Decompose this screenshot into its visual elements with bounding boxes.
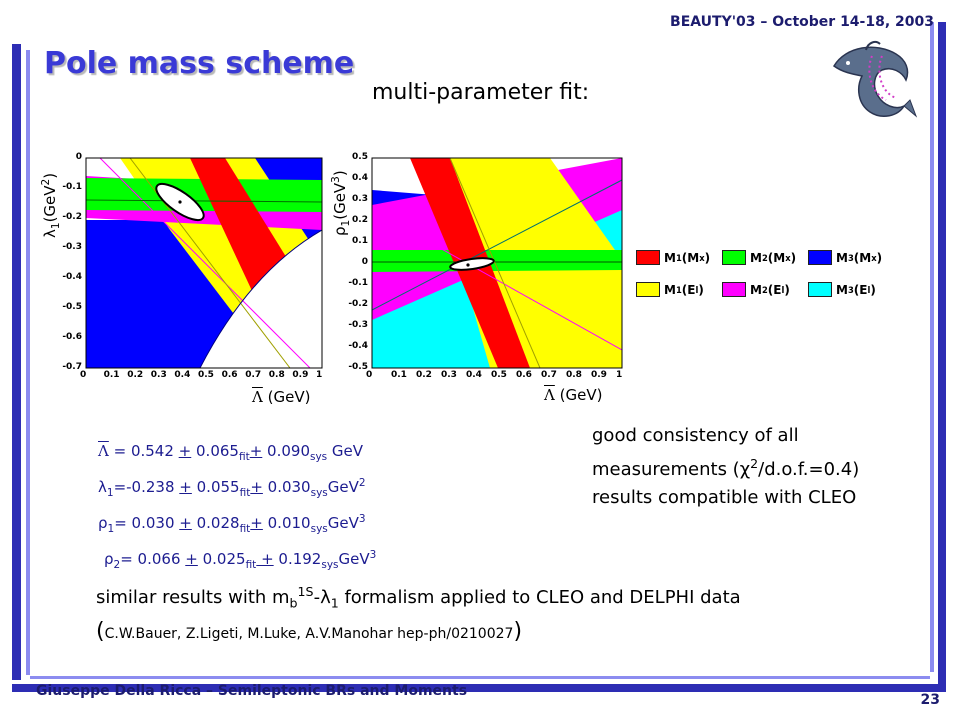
result-lambda-bar: Λ = 0.542 + 0.065fit+ 0.090sys GeV bbox=[98, 442, 364, 463]
rho1-vs-lambda-plot bbox=[371, 157, 623, 369]
dolphin-logo-icon bbox=[833, 41, 918, 118]
tick-label: -0.5 bbox=[62, 302, 82, 312]
fit-results: Λ = 0.542 + 0.065fit+ 0.090sys GeV λ1=-0… bbox=[98, 434, 376, 578]
tick-label: 0.1 bbox=[352, 236, 368, 246]
consistency-line-1: good consistency of all bbox=[592, 425, 799, 446]
tick-label: -0.4 bbox=[62, 272, 82, 282]
tick-label: -0.2 bbox=[62, 212, 82, 222]
plot2-y-label: ρ1(GeV3) bbox=[330, 170, 352, 236]
legend-swatch bbox=[808, 282, 832, 297]
tick-label: 0.9 bbox=[292, 370, 309, 380]
tick-label: 0.2 bbox=[352, 215, 368, 225]
tick-label: 0.6 bbox=[221, 370, 238, 380]
tick-label: 0 bbox=[80, 370, 87, 380]
tick-label: 1 bbox=[616, 370, 623, 380]
subtitle: multi-parameter fit: bbox=[372, 80, 590, 105]
tick-label: -0.6 bbox=[62, 332, 82, 342]
tick-label: -0.7 bbox=[62, 362, 82, 372]
legend-swatch bbox=[636, 250, 660, 265]
tick-label: 0.4 bbox=[466, 370, 482, 380]
tick-label: 0.8 bbox=[268, 370, 285, 380]
similar-line-1: similar results with mb1S-λ1 formalism a… bbox=[96, 584, 741, 611]
tick-label: 0.2 bbox=[416, 370, 432, 380]
tick-label: 0.1 bbox=[103, 370, 120, 380]
tick-label: 0 bbox=[366, 370, 373, 380]
result-lambda1: λ1=-0.238 + 0.055fit+ 0.030sysGeV2 bbox=[98, 477, 366, 499]
plot1-y-label: λ1(GeV2) bbox=[40, 172, 62, 238]
legend-item: M 3 (E l) bbox=[808, 282, 876, 297]
plot1-x-label: Λ (GeV) bbox=[252, 388, 311, 406]
right-frame-line bbox=[930, 22, 934, 672]
legend-item: M 3 (M x) bbox=[808, 250, 882, 265]
similar-results-text: similar results with mb1S-λ1 formalism a… bbox=[96, 578, 741, 648]
tick-label: 1 bbox=[316, 370, 323, 380]
tick-label: -0.3 bbox=[62, 242, 82, 252]
left-frame-bar bbox=[12, 44, 21, 680]
legend-item: M 1 (M x) bbox=[636, 250, 710, 265]
legend-item: M 2 (E l) bbox=[722, 282, 790, 297]
tick-label: 0.5 bbox=[352, 152, 368, 162]
tick-label: 0.7 bbox=[541, 370, 557, 380]
legend-swatch bbox=[722, 250, 746, 265]
tick-label: -0.2 bbox=[348, 299, 368, 309]
tick-label: -0.1 bbox=[348, 278, 368, 288]
tick-label: -0.1 bbox=[62, 182, 82, 192]
tick-label: 0.4 bbox=[352, 173, 368, 183]
tick-label: 0.1 bbox=[391, 370, 407, 380]
conference-header: BEAUTY'03 – October 14-18, 2003 bbox=[670, 14, 934, 30]
page-number: 23 bbox=[920, 692, 940, 708]
tick-label: 0.3 bbox=[441, 370, 457, 380]
result-rho2: ρ2= 0.066 + 0.025fit + 0.192sysGeV3 bbox=[104, 549, 377, 571]
legend-swatch bbox=[808, 250, 832, 265]
tick-label: -0.3 bbox=[348, 320, 368, 330]
tick-label: 0.4 bbox=[174, 370, 191, 380]
tick-label: 0 bbox=[361, 257, 368, 267]
tick-label: -0.5 bbox=[348, 362, 368, 372]
legend-swatch bbox=[722, 282, 746, 297]
consistency-text: good consistency of all measurements (χ2… bbox=[592, 422, 859, 512]
plot2-x-label: Λ (GeV) bbox=[544, 386, 603, 404]
tick-label: 0.8 bbox=[566, 370, 582, 380]
consistency-line-3: results compatible with CLEO bbox=[592, 487, 857, 508]
tick-label: 0 bbox=[75, 152, 82, 162]
reference-line: (C.W.Bauer, Z.Ligeti, M.Luke, A.V.Manoha… bbox=[96, 618, 523, 644]
tick-label: 0.2 bbox=[127, 370, 144, 380]
tick-label: 0.6 bbox=[516, 370, 532, 380]
tick-label: 0.5 bbox=[491, 370, 507, 380]
lambda1-vs-lambda-plot bbox=[85, 157, 323, 369]
tick-label: -0.4 bbox=[348, 341, 368, 351]
page-title: Pole mass scheme bbox=[44, 46, 355, 81]
legend-item: M 2 (M x) bbox=[722, 250, 796, 265]
legend-item: M 1 (E l) bbox=[636, 282, 704, 297]
result-rho1: ρ1= 0.030 + 0.028fit+ 0.010sysGeV3 bbox=[98, 513, 366, 535]
right-frame-bar bbox=[938, 22, 946, 684]
bottom-frame-line bbox=[30, 676, 930, 679]
tick-label: 0.7 bbox=[245, 370, 262, 380]
tick-label: 0.9 bbox=[591, 370, 607, 380]
tick-label: 0.5 bbox=[198, 370, 214, 380]
legend-swatch bbox=[636, 282, 660, 297]
tick-label: 0.3 bbox=[150, 370, 167, 380]
tick-label: 0.3 bbox=[352, 194, 368, 204]
bottom-frame-bar bbox=[12, 684, 946, 692]
left-frame-line bbox=[26, 50, 30, 675]
footer-author: Giuseppe Della Ricca – Semileptonic BRs … bbox=[36, 683, 468, 699]
consistency-line-2: measurements (χ2/d.o.f.=0.4) bbox=[592, 456, 860, 480]
